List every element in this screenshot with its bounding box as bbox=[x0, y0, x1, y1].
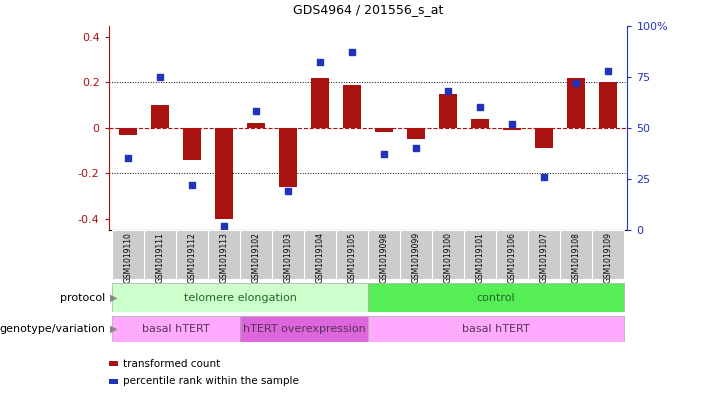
Bar bbox=[112, 230, 144, 279]
Text: GSM1019111: GSM1019111 bbox=[156, 232, 165, 283]
Bar bbox=[208, 230, 240, 279]
Text: percentile rank within the sample: percentile rank within the sample bbox=[123, 376, 299, 386]
Text: genotype/variation: genotype/variation bbox=[0, 324, 105, 334]
Bar bbox=[176, 230, 208, 279]
Text: GDS4964 / 201556_s_at: GDS4964 / 201556_s_at bbox=[293, 3, 443, 16]
Bar bbox=[368, 316, 624, 342]
Text: basal hTERT: basal hTERT bbox=[462, 324, 530, 334]
Point bbox=[154, 73, 165, 80]
Bar bbox=[528, 230, 560, 279]
Point bbox=[411, 145, 422, 151]
Text: hTERT overexpression: hTERT overexpression bbox=[243, 324, 365, 334]
Bar bbox=[407, 128, 425, 139]
Bar bbox=[151, 105, 169, 128]
Text: GSM1019102: GSM1019102 bbox=[252, 232, 261, 283]
Text: telomere elongation: telomere elongation bbox=[184, 293, 297, 303]
Point bbox=[122, 155, 133, 162]
Point bbox=[603, 67, 614, 73]
Point bbox=[379, 151, 390, 158]
Point bbox=[507, 121, 518, 127]
Text: transformed count: transformed count bbox=[123, 358, 221, 369]
Bar bbox=[503, 128, 521, 130]
Bar bbox=[592, 230, 624, 279]
Bar bbox=[311, 78, 329, 128]
Text: ▶: ▶ bbox=[110, 324, 118, 334]
Point bbox=[283, 188, 294, 194]
Bar bbox=[368, 230, 400, 279]
Bar bbox=[440, 94, 457, 128]
Bar bbox=[119, 128, 137, 134]
Bar bbox=[272, 230, 304, 279]
Bar bbox=[112, 316, 240, 342]
Bar bbox=[144, 230, 176, 279]
Bar bbox=[400, 230, 432, 279]
Bar bbox=[536, 128, 553, 148]
Point bbox=[250, 108, 261, 114]
Bar bbox=[240, 316, 368, 342]
Point bbox=[571, 80, 582, 86]
Bar bbox=[112, 283, 368, 312]
Bar bbox=[183, 128, 200, 160]
Text: GSM1019109: GSM1019109 bbox=[604, 232, 613, 283]
Bar bbox=[240, 230, 272, 279]
Bar bbox=[471, 119, 489, 128]
Text: GSM1019106: GSM1019106 bbox=[508, 232, 517, 283]
Text: GSM1019105: GSM1019105 bbox=[348, 232, 357, 283]
Bar bbox=[336, 230, 368, 279]
Bar bbox=[375, 128, 393, 132]
Bar bbox=[560, 230, 592, 279]
Bar bbox=[567, 78, 585, 128]
Point bbox=[442, 88, 454, 94]
Text: GSM1019103: GSM1019103 bbox=[283, 232, 292, 283]
Bar bbox=[279, 128, 297, 187]
Text: basal hTERT: basal hTERT bbox=[142, 324, 210, 334]
Text: GSM1019100: GSM1019100 bbox=[444, 232, 453, 283]
Point bbox=[186, 182, 198, 188]
Text: GSM1019098: GSM1019098 bbox=[379, 232, 388, 283]
Bar bbox=[496, 230, 528, 279]
Bar bbox=[464, 230, 496, 279]
Bar bbox=[304, 230, 336, 279]
Text: protocol: protocol bbox=[60, 293, 105, 303]
Point bbox=[475, 104, 486, 110]
Point bbox=[538, 174, 550, 180]
Text: GSM1019110: GSM1019110 bbox=[123, 232, 132, 283]
Text: GSM1019112: GSM1019112 bbox=[187, 232, 196, 283]
Text: GSM1019113: GSM1019113 bbox=[219, 232, 229, 283]
Point bbox=[346, 49, 358, 55]
Bar bbox=[343, 84, 361, 128]
Text: control: control bbox=[477, 293, 515, 303]
Bar bbox=[215, 128, 233, 219]
Bar bbox=[368, 283, 624, 312]
Text: GSM1019104: GSM1019104 bbox=[315, 232, 325, 283]
Point bbox=[314, 59, 325, 66]
Point bbox=[218, 223, 229, 229]
Text: GSM1019099: GSM1019099 bbox=[411, 232, 421, 283]
Text: GSM1019108: GSM1019108 bbox=[571, 232, 580, 283]
Text: ▶: ▶ bbox=[110, 293, 118, 303]
Bar bbox=[599, 82, 617, 128]
Bar bbox=[247, 123, 265, 128]
Bar bbox=[432, 230, 464, 279]
Text: GSM1019107: GSM1019107 bbox=[540, 232, 549, 283]
Text: GSM1019101: GSM1019101 bbox=[475, 232, 484, 283]
